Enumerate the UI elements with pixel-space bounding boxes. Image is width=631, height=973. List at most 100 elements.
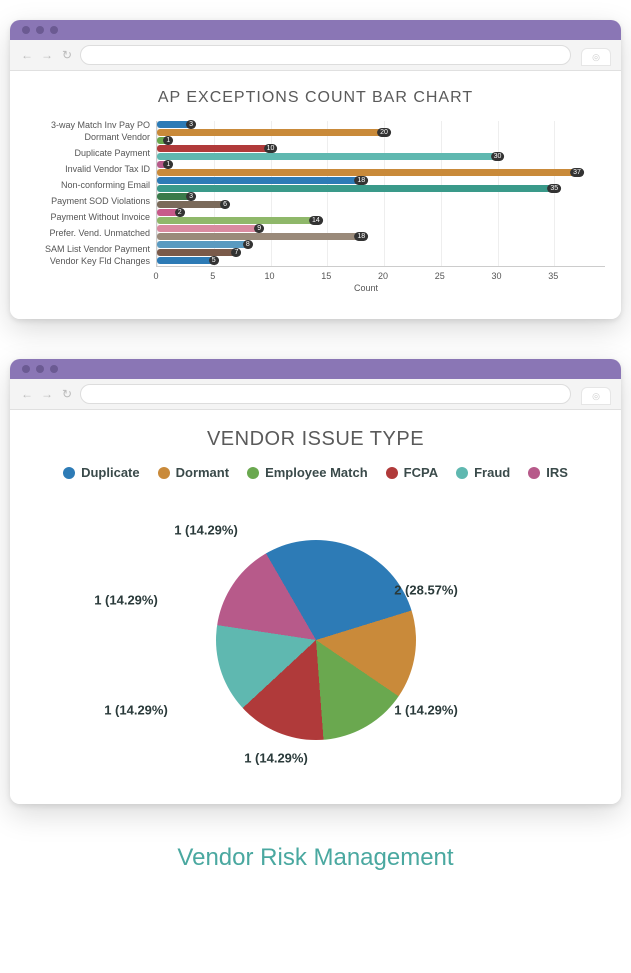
pie-chart-title: VENDOR ISSUE TYPE [26,428,605,451]
bar-row: 918 [157,225,605,241]
window-dot [22,365,30,373]
bar-value-badge: 3 [186,120,196,129]
pie-slice-label: 2 (28.57%) [394,583,458,598]
x-tick: 10 [264,271,274,281]
bar [157,177,361,184]
bar [157,145,271,152]
pie-slice-label: 1 (14.29%) [174,523,238,538]
legend-swatch [386,467,398,479]
bar-plot-area: 32011030137183536214918875 [156,121,605,267]
browser-window-bar-chart: ← → ↻ ◎ AP EXCEPTIONS COUNT BAR CHART 3-… [10,20,621,319]
x-tick: 35 [548,271,558,281]
bar-chart-title: AP EXCEPTIONS COUNT BAR CHART [26,89,605,107]
browser-window-pie-chart: ← → ↻ ◎ VENDOR ISSUE TYPE Duplicate Dorma… [10,359,621,804]
bar [157,185,554,192]
chart-panel: VENDOR ISSUE TYPE Duplicate Dormant Employ… [10,410,621,804]
window-dot [36,26,44,34]
legend-item: Dormant [158,465,229,480]
legend-item: IRS [528,465,568,480]
bar [157,129,384,136]
bar-value-badge: 6 [220,200,230,209]
bar-value-badge: 3 [186,192,196,201]
bar-row: 1030 [157,145,605,161]
nav-reload-icon[interactable]: ↻ [60,48,74,62]
pie-disc [216,540,416,740]
bar-value-badge: 1 [163,160,173,169]
pie-slice-label: 1 (14.29%) [394,703,458,718]
browser-tab[interactable]: ◎ [581,387,611,405]
window-dot [50,26,58,34]
x-tick: 25 [435,271,445,281]
nav-reload-icon[interactable]: ↻ [60,387,74,401]
browser-tab[interactable]: ◎ [581,48,611,66]
window-dot [36,365,44,373]
legend-label: Dormant [176,465,229,480]
nav-forward-icon[interactable]: → [40,48,54,62]
bar-row: 20 1 [157,129,605,145]
bar-value-badge: 35 [547,184,561,193]
bar-value-badge: 2 [175,208,185,217]
legend-item: Duplicate [63,465,140,480]
bar-value-badge: 20 [377,128,391,137]
x-tick: 0 [153,271,158,281]
bar-value-badge: 18 [354,176,368,185]
bar-value-badge: 1 [163,136,173,145]
bar-x-axis: Count 0 5 10 15 20 25 30 35 [156,267,576,295]
bar-value-badge: 5 [209,256,219,265]
bar [157,217,316,224]
legend-label: Employee Match [265,465,368,480]
bar-value-badge: 10 [264,144,278,153]
chart-panel: AP EXCEPTIONS COUNT BAR CHART 3-way Matc… [10,71,621,319]
bar-value-badge: 8 [243,240,253,249]
legend-swatch [528,467,540,479]
legend-label: FCPA [404,465,438,480]
bar-value-badge: 14 [309,216,323,225]
bar [157,153,498,160]
window-dot [50,365,58,373]
page-footer-title: Vendor Risk Management [10,844,621,872]
bar-chart: 3-way Match Inv Pay PODormant VendorDupl… [26,121,605,267]
x-tick: 20 [378,271,388,281]
bar-category-label: SAM List Vendor Payment [26,241,156,257]
window-dot [22,26,30,34]
legend-swatch [247,467,259,479]
nav-back-icon[interactable]: ← [20,48,34,62]
bar [157,225,259,232]
browser-toolbar: ← → ↻ ◎ [10,379,621,410]
pie-chart: 2 (28.57%) 1 (14.29%) 1 (14.29%) 1 (14.29%)… [26,500,605,780]
bar-x-axis-title: Count [354,283,378,293]
bar [157,257,214,264]
nav-forward-icon[interactable]: → [40,387,54,401]
bar [157,249,236,256]
legend-swatch [63,467,75,479]
bar-value-badge: 37 [570,168,584,177]
bar-category-label: Invalid Vendor Tax ID [26,161,156,177]
legend-label: Fraud [474,465,510,480]
address-bar[interactable] [80,384,571,404]
bar-category-label: Payment Without Invoice [26,209,156,225]
legend-item: Employee Match [247,465,368,480]
legend-item: FCPA [386,465,438,480]
bar-value-badge: 9 [254,224,264,233]
bar-category-label: Payment SOD Violations [26,193,156,209]
pie-slice-label: 1 (14.29%) [94,593,158,608]
x-tick: 30 [492,271,502,281]
bar-row: 1835 [157,177,605,193]
x-tick: 5 [210,271,215,281]
pie-slice-label: 1 (14.29%) [244,751,308,766]
bar [157,233,361,240]
bar-value-badge: 7 [232,248,242,257]
bar-category-labels: 3-way Match Inv Pay PODormant VendorDupl… [26,121,156,267]
legend-label: Duplicate [81,465,140,480]
bar-row: 5 [157,257,605,265]
legend-label: IRS [546,465,568,480]
nav-back-icon[interactable]: ← [20,387,34,401]
browser-toolbar: ← → ↻ ◎ [10,40,621,71]
bar [157,169,577,176]
bar-category-label: Vendor Key Fld Changes [26,257,156,265]
address-bar[interactable] [80,45,571,65]
bar-row: 1 37 [157,161,605,177]
window-titlebar [10,20,621,40]
x-tick: 15 [321,271,331,281]
bar-row: 36 [157,193,605,209]
